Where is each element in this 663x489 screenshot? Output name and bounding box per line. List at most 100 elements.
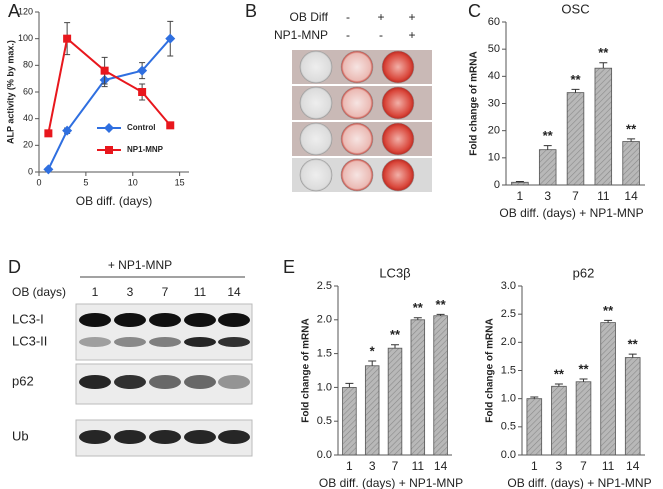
error-bar bbox=[436, 313, 445, 316]
bar bbox=[433, 315, 448, 456]
x-tick-label: 11 bbox=[412, 459, 425, 473]
x-tick-label: 14 bbox=[434, 459, 448, 473]
error-bar bbox=[345, 382, 354, 388]
y-tick-label: 0.0 bbox=[501, 449, 516, 461]
well bbox=[299, 122, 333, 156]
panel-letter: C bbox=[468, 1, 481, 21]
marker bbox=[138, 88, 147, 96]
bar bbox=[387, 347, 403, 456]
error-bar bbox=[571, 88, 580, 93]
significance: ** bbox=[554, 366, 565, 381]
significance: ** bbox=[628, 337, 639, 352]
bar bbox=[342, 386, 357, 456]
x-tick-label: 11 bbox=[602, 459, 615, 473]
well bbox=[299, 50, 333, 84]
y-tick-label: 120 bbox=[18, 6, 33, 16]
panel-letter: E bbox=[283, 257, 295, 277]
significance: * bbox=[370, 343, 376, 358]
x-tick-label: 7 bbox=[580, 459, 587, 473]
band bbox=[114, 430, 146, 444]
y-axis-label: Fold change of mRNA bbox=[469, 51, 480, 155]
x-tick-label: 1 bbox=[346, 459, 353, 473]
bar bbox=[511, 181, 529, 186]
x-axis-label: OB diff. (days) bbox=[76, 194, 152, 208]
y-axis-label: Fold change of mRNA bbox=[301, 318, 312, 422]
significance: ** bbox=[598, 45, 609, 60]
y-tick-label: 2.5 bbox=[501, 308, 516, 320]
band-label: p62 bbox=[12, 373, 34, 388]
significance: ** bbox=[570, 72, 581, 87]
error-bar bbox=[599, 62, 608, 69]
y-tick-label: 30 bbox=[488, 97, 500, 109]
band bbox=[184, 313, 216, 327]
error-bar bbox=[530, 396, 539, 399]
panel-letter: B bbox=[245, 1, 257, 21]
band bbox=[114, 375, 146, 389]
bar bbox=[622, 141, 640, 186]
bar bbox=[575, 381, 592, 456]
error-bar bbox=[515, 180, 524, 183]
well bbox=[340, 158, 374, 192]
bar bbox=[526, 398, 543, 456]
blot-box bbox=[75, 303, 253, 361]
error-bar bbox=[604, 319, 613, 323]
plate-sign: + bbox=[377, 10, 384, 24]
legend-marker bbox=[105, 146, 113, 154]
well bbox=[381, 50, 415, 84]
band-label: Ub bbox=[12, 428, 29, 443]
band bbox=[218, 430, 250, 444]
y-tick-label: 10 bbox=[488, 152, 500, 164]
x-tick-label: 14 bbox=[626, 459, 640, 473]
plate-sign: + bbox=[408, 10, 415, 24]
significance: ** bbox=[578, 361, 589, 376]
lane-label: OB (days) bbox=[12, 285, 66, 299]
x-tick-label: 15 bbox=[175, 177, 185, 187]
bar bbox=[551, 385, 567, 456]
error-bar bbox=[579, 378, 588, 382]
lane: 14 bbox=[227, 285, 241, 299]
panel-letter: D bbox=[8, 257, 21, 277]
marker bbox=[137, 65, 148, 76]
y-tick-label: 20 bbox=[488, 125, 500, 137]
y-tick-label: 20 bbox=[23, 140, 33, 150]
bar bbox=[600, 322, 616, 456]
well bbox=[299, 158, 333, 192]
y-tick-label: 40 bbox=[23, 113, 33, 123]
plate-sign: - bbox=[379, 28, 383, 42]
band bbox=[149, 430, 181, 444]
well bbox=[340, 86, 374, 120]
marker bbox=[44, 129, 53, 138]
bar bbox=[364, 365, 380, 456]
y-tick-label: 40 bbox=[488, 70, 500, 82]
y-tick-label: 1.5 bbox=[317, 348, 332, 360]
y-tick-label: 0.0 bbox=[317, 449, 332, 461]
x-tick-label: 1 bbox=[531, 459, 538, 473]
plate-row-label: NP1-MNP bbox=[274, 28, 328, 42]
lane: 3 bbox=[127, 285, 134, 299]
well bbox=[340, 50, 374, 84]
error-bar bbox=[554, 383, 563, 387]
y-tick-label: 80 bbox=[23, 60, 33, 70]
marker bbox=[43, 164, 54, 175]
y-tick-label: 100 bbox=[18, 33, 33, 43]
y-tick-label: 1.0 bbox=[501, 393, 516, 405]
y-tick-label: 2.0 bbox=[317, 314, 332, 326]
chart-title: LC3β bbox=[379, 265, 410, 280]
y-axis-label: Fold change of mRNA bbox=[485, 318, 496, 422]
significance: ** bbox=[436, 297, 447, 312]
y-tick-label: 0.5 bbox=[317, 415, 332, 427]
marker bbox=[166, 121, 175, 130]
x-tick-label: 7 bbox=[572, 189, 579, 203]
band bbox=[184, 430, 216, 444]
x-tick-label: 1 bbox=[517, 189, 524, 203]
legend-label: Control bbox=[127, 123, 155, 132]
significance: ** bbox=[390, 327, 401, 342]
marker bbox=[63, 34, 72, 43]
legend-marker bbox=[104, 123, 114, 133]
band bbox=[149, 337, 181, 347]
y-tick-label: 60 bbox=[23, 86, 33, 96]
plate-sign: - bbox=[346, 10, 350, 24]
band-label: LC3-II bbox=[12, 333, 47, 348]
y-tick-label: 0 bbox=[28, 166, 33, 176]
